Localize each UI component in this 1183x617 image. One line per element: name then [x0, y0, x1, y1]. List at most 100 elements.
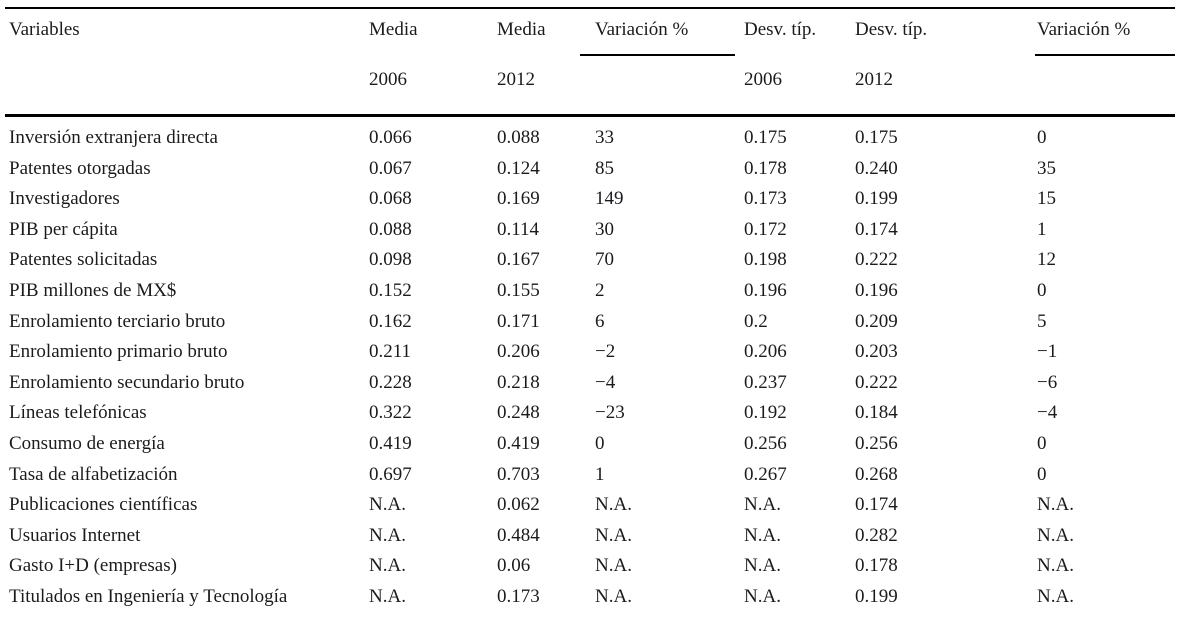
- variable-name: Patentes solicitadas: [9, 249, 158, 271]
- value-cell: N.A.: [1037, 524, 1074, 546]
- value-cell: 0.199: [855, 585, 898, 607]
- value-cell: 0.124: [497, 157, 540, 179]
- value-cell: 0.178: [855, 555, 898, 577]
- value-cell: 0.172: [744, 218, 787, 240]
- header-label: Variación %: [1037, 19, 1131, 40]
- header-rule-spacer: [744, 54, 855, 56]
- value-cell: 0.192: [744, 402, 787, 424]
- value-cell: 0.067: [369, 157, 412, 179]
- header-label: Variables: [9, 19, 80, 40]
- table-row: Enrolamiento primario bruto 0.211 0.206 −2 0…: [5, 337, 1175, 368]
- value-cell: N.A.: [744, 555, 781, 577]
- value-cell: N.A.: [744, 494, 781, 516]
- variable-name: Enrolamiento secundario bruto: [9, 371, 245, 393]
- variable-name: Líneas telefónicas: [9, 402, 147, 424]
- header-label: Desv. típ.: [855, 19, 928, 40]
- value-cell: 0.2: [744, 310, 768, 332]
- value-cell: 0.174: [855, 494, 898, 516]
- value-cell: 33: [595, 127, 614, 148]
- value-cell: 0.173: [744, 188, 787, 210]
- value-cell: 0: [1037, 279, 1047, 301]
- value-cell: 0.114: [497, 218, 540, 240]
- variable-name: Patentes otorgadas: [9, 157, 151, 179]
- value-cell: 2: [595, 279, 605, 301]
- header-sublabel: 2012: [497, 69, 535, 90]
- value-cell: −2: [595, 341, 616, 363]
- value-cell: 0.237: [744, 371, 787, 393]
- value-cell: −23: [595, 402, 625, 424]
- value-cell: 0.088: [497, 127, 540, 148]
- value-cell: 0.175: [855, 127, 898, 148]
- value-cell: 0.268: [855, 463, 898, 485]
- value-cell: 0.198: [744, 249, 787, 271]
- value-cell: 0: [595, 432, 605, 454]
- header-rule-spacer: [9, 54, 369, 56]
- header-desvtip-2012: Desv. típ. 2012: [855, 8, 1037, 117]
- header-label: Media: [497, 19, 546, 40]
- value-cell: 149: [595, 188, 624, 210]
- value-cell: 6: [595, 310, 605, 332]
- value-cell: 0.419: [497, 432, 540, 454]
- value-cell: 0.256: [855, 432, 898, 454]
- header-sublabel: 2006: [744, 69, 782, 90]
- header-underline: [1035, 54, 1175, 56]
- value-cell: 0.419: [369, 432, 412, 454]
- value-cell: −6: [1037, 371, 1058, 393]
- table-row: Tasa de alfabetización 0.697 0.703 1 0.267 0.…: [5, 460, 1175, 491]
- value-cell: 0.228: [369, 371, 412, 393]
- header-sublabel: 2006: [369, 69, 407, 90]
- value-cell: 0.06: [497, 555, 531, 577]
- value-cell: 0.218: [497, 371, 540, 393]
- value-cell: 0.203: [855, 341, 898, 363]
- value-cell: 70: [595, 249, 614, 271]
- value-cell: 0.098: [369, 249, 412, 271]
- table-row: Investigadores 0.068 0.169 149 0.173 0.199 15: [5, 184, 1175, 215]
- value-cell: 0.196: [744, 279, 787, 301]
- value-cell: N.A.: [1037, 494, 1074, 516]
- value-cell: 0.222: [855, 249, 898, 271]
- value-cell: N.A.: [1037, 555, 1074, 577]
- table-row: Titulados en Ingeniería y Tecnología N.A.…: [5, 582, 1175, 617]
- value-cell: N.A.: [595, 555, 632, 577]
- value-cell: 0.206: [497, 341, 540, 363]
- table-row: Inversión extranjera directa 0.066 0.088 33…: [5, 116, 1175, 154]
- variable-name: Publicaciones científicas: [9, 494, 198, 516]
- variable-name: PIB millones de MX$: [9, 279, 177, 301]
- table-row: Gasto I+D (empresas) N.A. 0.06 N.A. N.A. 0.17…: [5, 551, 1175, 582]
- value-cell: 1: [595, 463, 605, 485]
- value-cell: 0: [1037, 432, 1047, 454]
- value-cell: 0.062: [497, 494, 540, 516]
- value-cell: 0.174: [855, 218, 898, 240]
- table-row: PIB millones de MX$ 0.152 0.155 2 0.196 0.196…: [5, 276, 1175, 307]
- value-cell: 5: [1037, 310, 1047, 332]
- value-cell: N.A.: [369, 494, 406, 516]
- value-cell: −4: [595, 371, 616, 393]
- value-cell: N.A.: [595, 524, 632, 546]
- variable-name: Enrolamiento primario bruto: [9, 341, 228, 363]
- table-row: PIB per cápita 0.088 0.114 30 0.172 0.174 1: [5, 215, 1175, 246]
- variable-name: Inversión extranjera directa: [9, 127, 218, 148]
- table-row: Enrolamiento secundario bruto 0.228 0.218 −…: [5, 368, 1175, 399]
- value-cell: 35: [1037, 157, 1056, 179]
- header-label: Media: [369, 19, 418, 40]
- value-cell: 0.066: [369, 127, 412, 148]
- value-cell: 85: [595, 157, 614, 179]
- value-cell: N.A.: [744, 585, 781, 607]
- value-cell: −1: [1037, 341, 1058, 363]
- value-cell: 0.171: [497, 310, 540, 332]
- statistics-table-wrapper: Variables Media 2006 Media 2012: [5, 7, 1175, 617]
- value-cell: N.A.: [595, 494, 632, 516]
- value-cell: 0.068: [369, 188, 412, 210]
- value-cell: 0.248: [497, 402, 540, 424]
- variable-name: Consumo de energía: [9, 432, 165, 454]
- value-cell: 0.152: [369, 279, 412, 301]
- variable-name: Enrolamiento terciario bruto: [9, 310, 226, 332]
- table-row: Consumo de energía 0.419 0.419 0 0.256 0.256 0: [5, 429, 1175, 460]
- value-cell: 0.199: [855, 188, 898, 210]
- value-cell: 0.206: [744, 341, 787, 363]
- value-cell: 12: [1037, 249, 1056, 271]
- variable-name: PIB per cápita: [9, 218, 118, 240]
- header-sublabel: 2012: [855, 69, 893, 90]
- value-cell: 0.222: [855, 371, 898, 393]
